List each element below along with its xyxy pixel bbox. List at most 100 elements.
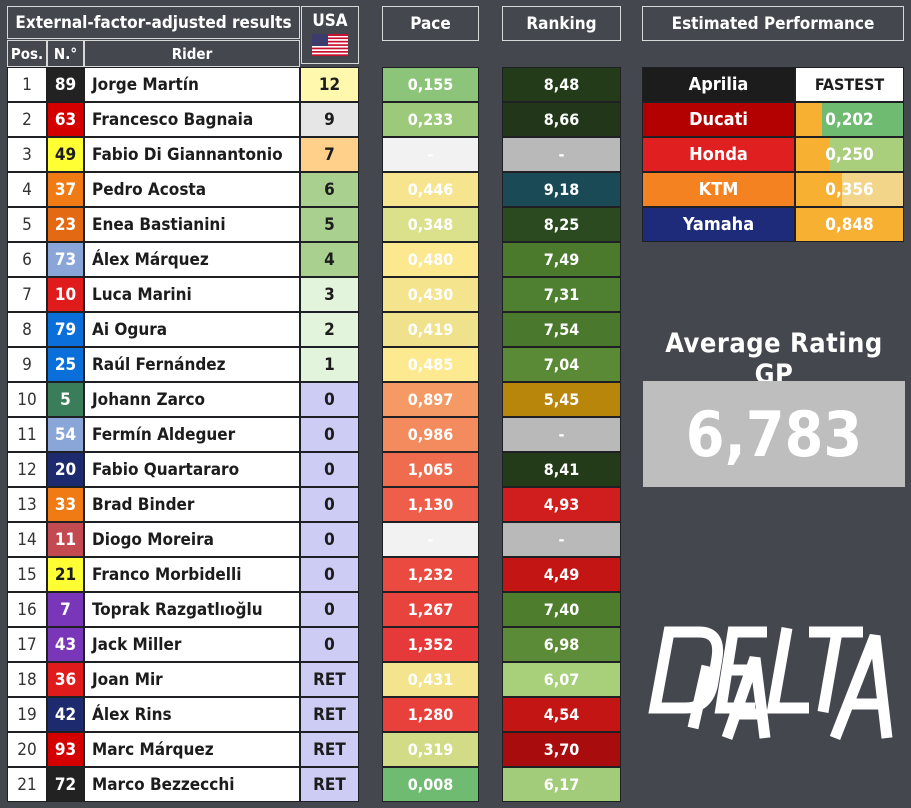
- rider-number: 36: [47, 662, 84, 697]
- rider-number: 25: [47, 347, 84, 382]
- rider-number: 63: [47, 102, 84, 137]
- position-cell: 2: [7, 102, 47, 137]
- points-cell: 2: [300, 312, 359, 347]
- rider-name: Pedro Acosta: [84, 172, 300, 207]
- pace-cell: 0,446: [382, 172, 479, 207]
- rider-name: Fermín Aldeguer: [84, 417, 300, 452]
- pace-cell: 0,431: [382, 662, 479, 697]
- points-cell: 0: [300, 417, 359, 452]
- rider-number: 21: [47, 557, 84, 592]
- race-label: USA: [312, 11, 348, 31]
- us-flag-icon: [312, 34, 348, 56]
- average-value: 6,783: [643, 381, 905, 487]
- pace-cell: 1,352: [382, 627, 479, 662]
- rider-name: Marc Márquez: [84, 732, 300, 767]
- points-cell: 0: [300, 522, 359, 557]
- points-cell: 7: [300, 137, 359, 172]
- rider-number: 20: [47, 452, 84, 487]
- manufacturer-name: Ducati: [642, 102, 795, 137]
- gap-bar: [796, 103, 822, 136]
- rider-name: Brad Binder: [84, 487, 300, 522]
- ranking-cell: 8,25: [502, 207, 621, 242]
- position-cell: 9: [7, 347, 47, 382]
- ranking-cell: -: [502, 522, 621, 557]
- points-cell: 6: [300, 172, 359, 207]
- ranking-cell: 3,70: [502, 732, 621, 767]
- pace-header: Pace: [382, 6, 479, 41]
- position-cell: 1: [7, 67, 47, 102]
- points-cell: RET: [300, 732, 359, 767]
- performance-header: Estimated Performance: [642, 6, 904, 41]
- number-header: N.°: [47, 40, 84, 67]
- ranking-cell: 9,18: [502, 172, 621, 207]
- points-cell: 1: [300, 347, 359, 382]
- rider-name: Marco Bezzecchi: [84, 767, 300, 802]
- pace-cell: -: [382, 522, 479, 557]
- race-header: USA: [301, 6, 359, 64]
- rider-name: Luca Marini: [84, 277, 300, 312]
- ranking-header: Ranking: [502, 6, 621, 41]
- ranking-cell: 5,45: [502, 382, 621, 417]
- rider-name: Joan Mir: [84, 662, 300, 697]
- ranking-cell: 8,66: [502, 102, 621, 137]
- ranking-cell: 7,49: [502, 242, 621, 277]
- points-cell: 5: [300, 207, 359, 242]
- rider-name: Jorge Martín: [84, 67, 300, 102]
- pace-cell: 1,130: [382, 487, 479, 522]
- ranking-cell: -: [502, 137, 621, 172]
- ranking-cell: 4,49: [502, 557, 621, 592]
- pos-header: Pos.: [7, 40, 47, 67]
- pace-cell: 1,280: [382, 697, 479, 732]
- pace-cell: 0,480: [382, 242, 479, 277]
- ranking-cell: 7,04: [502, 347, 621, 382]
- rider-number: 73: [47, 242, 84, 277]
- gap-bar: [796, 138, 829, 171]
- rider-name: Enea Bastianini: [84, 207, 300, 242]
- pace-cell: 0,155: [382, 67, 479, 102]
- rider-name: Franco Morbidelli: [84, 557, 300, 592]
- position-cell: 12: [7, 452, 47, 487]
- rider-name: Álex Rins: [84, 697, 300, 732]
- pace-cell: 0,419: [382, 312, 479, 347]
- rider-name: Jack Miller: [84, 627, 300, 662]
- rider-name: Francesco Bagnaia: [84, 102, 300, 137]
- ranking-cell: 4,54: [502, 697, 621, 732]
- points-cell: 0: [300, 452, 359, 487]
- rider-name: Fabio Di Giannantonio: [84, 137, 300, 172]
- rider-name: Toprak Razgatlıoğlu: [84, 592, 300, 627]
- position-cell: 15: [7, 557, 47, 592]
- pace-cell: 0,897: [382, 382, 479, 417]
- points-cell: RET: [300, 767, 359, 802]
- ranking-cell: 8,41: [502, 452, 621, 487]
- rider-number: 5: [47, 382, 84, 417]
- position-cell: 3: [7, 137, 47, 172]
- rider-number: 11: [47, 522, 84, 557]
- rider-number: 72: [47, 767, 84, 802]
- position-cell: 14: [7, 522, 47, 557]
- rider-number: 10: [47, 277, 84, 312]
- delta-data-logo-icon: [648, 626, 893, 741]
- manufacturer-name: KTM: [642, 172, 795, 207]
- points-cell: 9: [300, 102, 359, 137]
- rider-number: 43: [47, 627, 84, 662]
- pace-cell: 1,065: [382, 452, 479, 487]
- points-cell: 0: [300, 382, 359, 417]
- ranking-cell: -: [502, 417, 621, 452]
- position-cell: 8: [7, 312, 47, 347]
- points-cell: 0: [300, 487, 359, 522]
- rider-name: Fabio Quartararo: [84, 452, 300, 487]
- pace-cell: -: [382, 137, 479, 172]
- pace-cell: 1,267: [382, 592, 479, 627]
- pace-cell: 0,986: [382, 417, 479, 452]
- manufacturer-name: Aprilia: [642, 67, 795, 102]
- rider-number: 89: [47, 67, 84, 102]
- rider-name: Johann Zarco: [84, 382, 300, 417]
- position-cell: 20: [7, 732, 47, 767]
- manufacturer-name: Yamaha: [642, 207, 795, 242]
- points-cell: 0: [300, 557, 359, 592]
- ranking-cell: 8,48: [502, 67, 621, 102]
- manufacturer-gap: 0,848: [795, 207, 904, 242]
- manufacturer-gap: 0,202: [795, 102, 904, 137]
- pace-cell: 0,485: [382, 347, 479, 382]
- position-cell: 6: [7, 242, 47, 277]
